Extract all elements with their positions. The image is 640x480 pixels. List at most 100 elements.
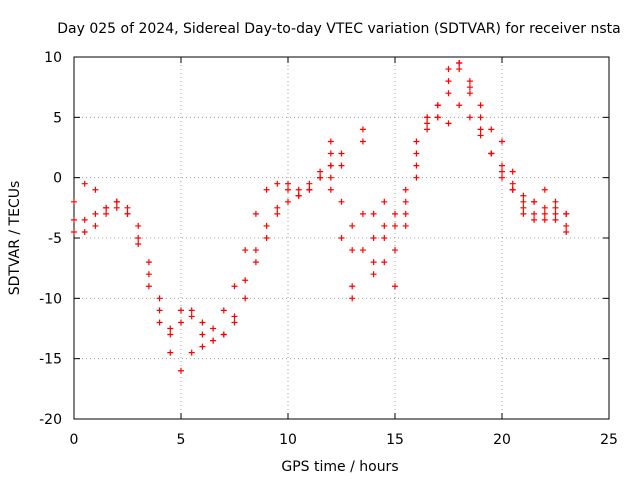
data-point [167,349,174,356]
series-track-5 [327,66,570,290]
data-point [531,198,538,205]
data-point [509,186,516,193]
data-point [477,102,484,109]
data-point [445,120,452,127]
data-point [541,186,548,193]
data-point [477,126,484,133]
data-point [242,247,249,254]
data-point [424,114,431,121]
data-point [285,180,291,187]
data-point [210,337,217,344]
data-point [252,259,259,266]
data-point [392,247,398,254]
data-point [359,138,366,145]
data-point [402,198,409,205]
data-point [456,60,463,67]
data-point [413,150,420,157]
x-tick-label: 0 [70,432,79,448]
data-point [552,204,559,211]
y-axis-label: SDTVAR / TECUs [7,181,23,296]
data-point [124,204,131,211]
data-point [466,84,473,91]
data-point [103,210,110,217]
data-point [295,186,302,193]
data-point [135,222,142,229]
x-tick-label: 5 [177,432,186,448]
data-point [445,66,452,73]
chart-title: Day 025 of 2024, Sidereal Day-to-day VTE… [57,21,620,37]
data-point [381,198,388,205]
data-point [231,313,238,320]
data-point [541,210,548,217]
data-point [445,78,452,85]
data-point [359,126,366,133]
data-point [531,210,538,217]
data-point [306,180,313,187]
data-point [113,198,120,205]
data-point [263,186,270,193]
data-point [306,186,313,193]
data-point [456,102,463,109]
data-point [327,162,334,169]
data-point [541,216,548,223]
data-point [520,204,527,211]
data-point [349,283,356,290]
data-point [71,228,77,235]
y-tick-label: -15 [39,352,62,368]
data-point [113,204,120,211]
data-point [563,222,570,229]
data-point [466,90,473,97]
data-point [434,102,441,109]
data-point [381,222,388,229]
data-point [520,192,527,199]
series-track-1 [71,150,334,338]
x-axis-label: GPS time / hours [281,459,398,475]
data-point [488,150,495,157]
data-point [499,162,505,169]
x-tick-label: 25 [600,432,618,448]
data-point [188,307,195,314]
data-point [167,325,174,332]
data-point [92,186,99,193]
data-point [413,162,420,169]
data-point [434,114,441,121]
data-point [349,295,356,302]
data-point [392,283,398,290]
data-point [145,283,152,290]
series-track-3 [71,174,324,374]
data-point [242,295,249,302]
data-point [327,186,334,193]
series-track-2 [71,162,334,344]
data-point [285,198,291,205]
data-point [317,174,324,181]
data-point [359,210,366,217]
series-track-6 [327,60,570,290]
data-point [552,216,559,223]
data-point [402,222,409,229]
data-point [135,235,142,241]
data-point [156,319,163,326]
data-point [92,210,99,217]
x-tick-label: 10 [279,432,297,448]
data-point [231,319,238,326]
data-point [252,210,259,217]
grid-lines [74,57,609,419]
data-point [370,259,377,266]
data-point [188,313,195,320]
data-point [456,66,463,73]
data-point [392,210,398,217]
data-point [563,210,570,217]
data-point [509,180,516,187]
data-point [563,228,570,235]
y-tick-label: -20 [39,412,62,428]
data-point [178,367,184,374]
data-point [338,198,345,205]
data-point [466,78,473,85]
data-point [220,307,227,314]
data-point [231,283,238,290]
data-point [477,114,484,121]
data-point [124,210,131,217]
data-point [338,235,345,241]
data-point [81,216,88,223]
data-point [402,186,409,193]
